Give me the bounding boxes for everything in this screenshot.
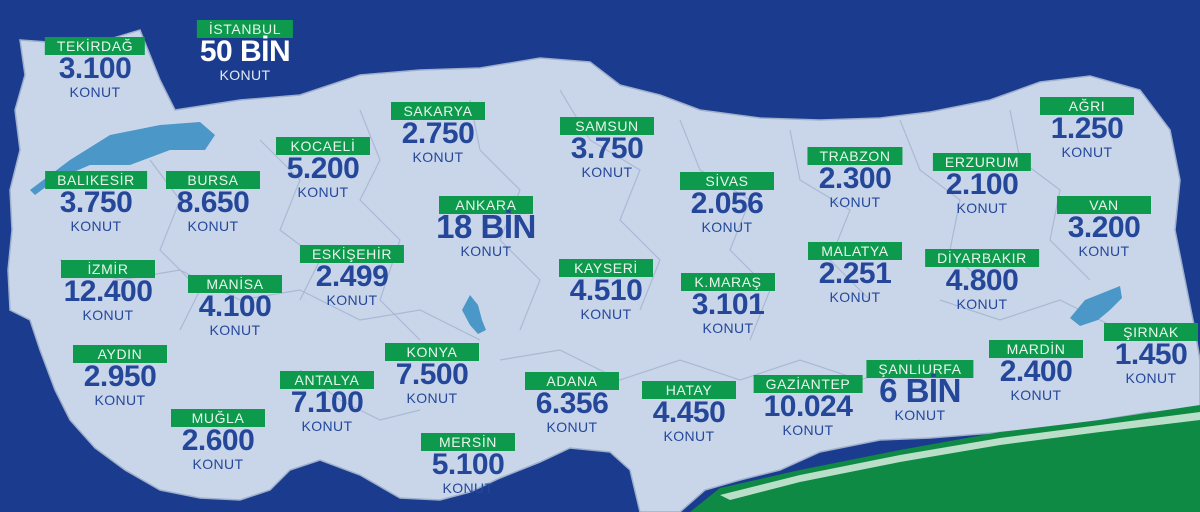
housing-count: 2.750 (401, 117, 475, 150)
housing-count: 10.024 (763, 390, 853, 423)
lake-van (1070, 286, 1122, 326)
unit-label: KONUT (782, 422, 834, 438)
unit-label: KONUT (187, 218, 239, 234)
unit-label: KONUT (956, 296, 1008, 312)
unit-label: KONUT (192, 456, 244, 472)
housing-count: 7.100 (290, 386, 364, 419)
city-name: TRABZON (807, 147, 903, 165)
unit-label: KONUT (956, 200, 1008, 216)
city-name: MALATYA (808, 242, 902, 260)
city-name: ADANA (525, 372, 619, 390)
housing-count: 3.100 (58, 52, 132, 85)
unit-label: KONUT (82, 307, 134, 323)
housing-count: 4.450 (652, 396, 726, 429)
housing-count: 50 BİN (199, 35, 291, 68)
unit-label: KONUT (94, 392, 146, 408)
housing-count: 4.100 (198, 290, 272, 323)
unit-label: KONUT (412, 149, 464, 165)
city-name: ANTALYA (280, 371, 374, 389)
city-name: İSTANBUL (196, 20, 294, 38)
city-name: VAN (1057, 196, 1151, 214)
city-name: GAZİANTEP (753, 375, 863, 393)
unit-label: KONUT (581, 164, 633, 180)
city-name: AĞRI (1040, 97, 1134, 115)
city-name: İZMİR (61, 260, 155, 278)
unit-label: KONUT (301, 418, 353, 434)
housing-count: 4.510 (569, 274, 643, 307)
city-name: ANKARA (439, 196, 533, 214)
housing-count: 2.300 (818, 162, 892, 195)
city-name: TEKİRDAĞ (44, 37, 146, 55)
unit-label: KONUT (442, 480, 494, 496)
housing-count: 1.250 (1050, 112, 1124, 145)
city-name: ERZURUM (932, 153, 1032, 171)
unit-label: KONUT (460, 243, 512, 259)
city-name: KAYSERİ (559, 259, 653, 277)
city-name: MANİSA (188, 275, 282, 293)
unit-label: KONUT (1061, 144, 1113, 160)
city-name: MUĞLA (171, 409, 265, 427)
housing-count: 2.056 (690, 187, 764, 220)
unit-label: KONUT (1010, 387, 1062, 403)
housing-count: 4.800 (945, 264, 1019, 297)
housing-count: 2.600 (181, 424, 255, 457)
unit-label: KONUT (701, 219, 753, 235)
housing-count: 3.200 (1067, 211, 1141, 244)
housing-count: 12.400 (63, 275, 153, 308)
city-name: AYDIN (73, 345, 167, 363)
city-name: SAKARYA (391, 102, 485, 120)
housing-count: 2.100 (945, 168, 1019, 201)
unit-label: KONUT (829, 194, 881, 210)
housing-count: 6 BİN (879, 372, 961, 409)
unit-label: KONUT (663, 428, 715, 444)
housing-count: 2.251 (818, 257, 892, 290)
city-name: K.MARAŞ (681, 273, 775, 291)
city-name: ŞIRNAK (1104, 323, 1198, 341)
city-name: MARDİN (989, 340, 1083, 358)
housing-count: 7.500 (395, 358, 469, 391)
marmara-sea (30, 122, 215, 195)
unit-label: KONUT (1078, 243, 1130, 259)
lake-tuz (462, 295, 486, 334)
housing-count: 1.450 (1114, 338, 1188, 371)
city-name: ŞANLIURFA (866, 360, 974, 378)
city-name: BALIKESİR (45, 171, 147, 189)
city-name: BURSA (166, 171, 260, 189)
city-name: SİVAS (680, 172, 774, 190)
city-name: SAMSUN (560, 117, 654, 135)
unit-label: KONUT (894, 407, 946, 423)
unit-label: KONUT (70, 218, 122, 234)
city-name: MERSİN (421, 433, 515, 451)
unit-label: KONUT (1125, 370, 1177, 386)
unit-label: KONUT (829, 289, 881, 305)
unit-label: KONUT (546, 419, 598, 435)
unit-label: KONUT (326, 292, 378, 308)
city-name: DİYARBAKIR (925, 249, 1039, 267)
housing-count: 3.101 (691, 288, 765, 321)
green-band-light (720, 412, 1200, 500)
housing-count: 2.499 (315, 260, 389, 293)
housing-count: 5.200 (286, 152, 360, 185)
unit-label: KONUT (297, 184, 349, 200)
unit-label: KONUT (702, 320, 754, 336)
housing-count: 6.356 (535, 387, 609, 420)
unit-label: KONUT (69, 84, 121, 100)
housing-count: 3.750 (570, 132, 644, 165)
housing-count: 3.750 (59, 186, 133, 219)
city-name: ESKİŞEHİR (299, 245, 405, 263)
housing-count: 2.400 (999, 355, 1073, 388)
housing-count: 18 BİN (436, 208, 536, 245)
unit-label: KONUT (580, 306, 632, 322)
housing-count: 8.650 (176, 186, 250, 219)
city-name: HATAY (642, 381, 736, 399)
unit-label: KONUT (406, 390, 458, 406)
city-name: KONYA (385, 343, 479, 361)
city-name: KOCAELİ (276, 137, 370, 155)
housing-count: 5.100 (431, 448, 505, 481)
housing-count: 2.950 (83, 360, 157, 393)
unit-label: KONUT (209, 322, 261, 338)
unit-label: KONUT (219, 67, 271, 83)
